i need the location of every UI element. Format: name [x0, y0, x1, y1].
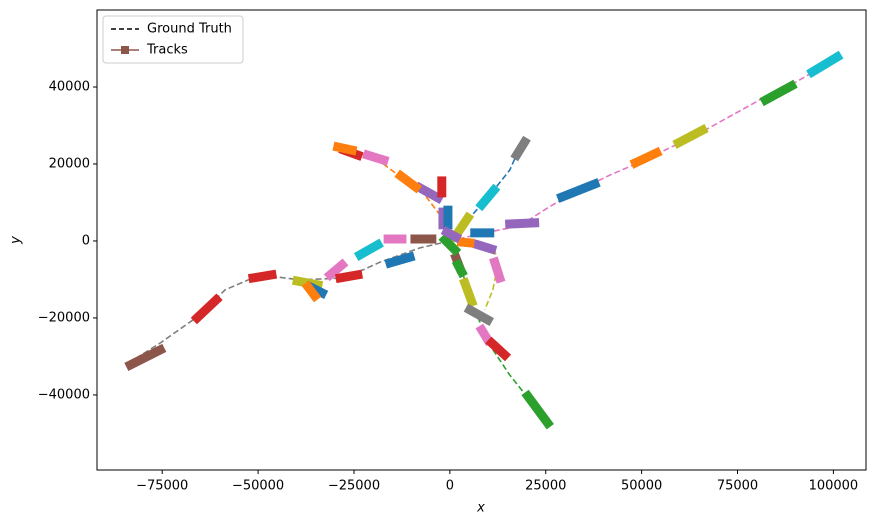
y-axis-label: y	[9, 236, 24, 245]
y-tick-label: 40000	[49, 79, 90, 94]
x-tick-label: 50000	[621, 479, 662, 494]
track	[394, 169, 423, 194]
track	[759, 79, 798, 107]
track	[556, 178, 601, 203]
track	[247, 269, 278, 284]
track	[190, 293, 223, 325]
legend-label: Tracks	[146, 43, 188, 58]
plot-area	[124, 50, 844, 430]
y-tick-label: −40000	[38, 387, 90, 402]
track	[124, 343, 167, 371]
legend-label: Ground Truth	[147, 22, 232, 37]
track	[475, 183, 501, 212]
track	[504, 218, 540, 229]
track	[475, 323, 495, 347]
track	[332, 141, 358, 156]
track	[485, 336, 512, 362]
track	[440, 226, 463, 244]
track	[451, 258, 468, 279]
track	[456, 237, 475, 248]
track	[521, 389, 554, 430]
track	[353, 238, 384, 261]
x-tick-label: −50000	[232, 479, 284, 494]
track	[510, 135, 531, 162]
track	[806, 50, 844, 79]
x-tick-label: 0	[446, 479, 454, 494]
y-tick-label: 0	[82, 233, 90, 248]
track	[413, 181, 445, 204]
track	[301, 280, 322, 303]
track	[463, 303, 494, 326]
x-tick-label: 25000	[525, 479, 566, 494]
track	[362, 149, 390, 166]
track	[453, 211, 475, 237]
x-tick-label: −25000	[328, 479, 380, 494]
x-tick-label: 75000	[717, 479, 758, 494]
x-tick-label: 100000	[809, 479, 859, 494]
track	[672, 124, 709, 149]
x-tick-label: −75000	[136, 479, 188, 494]
track	[334, 269, 364, 284]
legend-marker	[121, 46, 129, 54]
track	[629, 146, 663, 169]
track	[459, 277, 478, 308]
ground-truth-line	[129, 240, 451, 363]
track	[384, 251, 416, 269]
x-axis-label: x	[476, 501, 485, 516]
axes-frame	[96, 9, 867, 471]
track	[489, 256, 506, 284]
track	[438, 233, 462, 257]
legend-box	[102, 15, 244, 64]
y-tick-label: −20000	[38, 310, 90, 325]
y-tick-label: 20000	[49, 156, 90, 171]
track	[323, 258, 349, 282]
track	[472, 239, 498, 255]
